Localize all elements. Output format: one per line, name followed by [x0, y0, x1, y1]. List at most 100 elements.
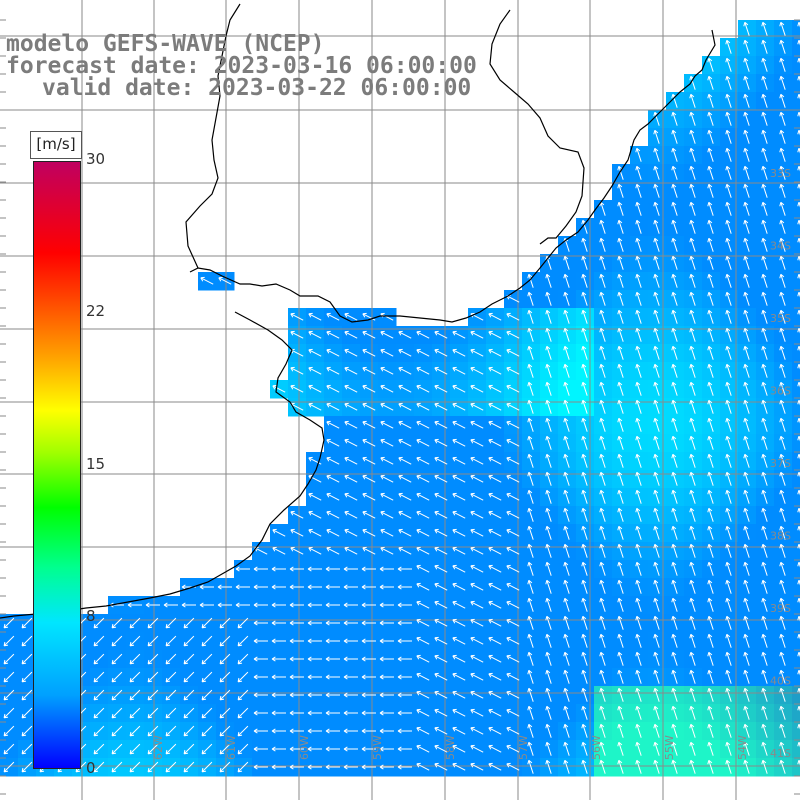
- wind-arrow: [761, 471, 768, 486]
- wind-arrow: [707, 93, 714, 108]
- wind-arrow: [308, 510, 322, 519]
- wind-arrow: [689, 561, 696, 576]
- wind-arrow: [599, 579, 606, 594]
- wind-arrow: [434, 456, 448, 465]
- wind-arrow: [325, 620, 340, 626]
- wind-arrow: [506, 636, 520, 645]
- wind-arrow: [761, 381, 768, 396]
- wind-arrow: [725, 309, 732, 324]
- wind-arrow: [671, 651, 678, 666]
- wind-arrow: [779, 561, 786, 576]
- wind-arrow: [488, 474, 502, 483]
- wind-arrow: [743, 255, 750, 270]
- wind-arrow: [380, 492, 394, 501]
- wind-arrow: [617, 219, 624, 234]
- wind-arrow: [416, 546, 430, 555]
- wind-arrow: [470, 690, 484, 699]
- wind-arrow: [237, 671, 249, 683]
- wind-arrow: [183, 743, 195, 755]
- wind-arrow: [635, 201, 642, 216]
- wind-arrow: [617, 345, 624, 360]
- wind-arrow: [201, 743, 213, 755]
- wind-arrow: [707, 75, 714, 90]
- colorbar-tick-30: 30: [86, 150, 106, 168]
- wind-arrow: [653, 561, 660, 576]
- wind-cell: [792, 308, 800, 327]
- wind-arrow: [581, 291, 588, 306]
- wind-arrow: [379, 620, 394, 626]
- wind-arrow: [635, 723, 642, 738]
- wind-arrow: [779, 651, 786, 666]
- wind-arrow: [545, 453, 552, 468]
- wind-cell: [792, 596, 800, 615]
- wind-arrow: [617, 723, 624, 738]
- wind-arrow: [707, 579, 714, 594]
- wind-arrow: [219, 617, 231, 629]
- lon-label: 57W: [517, 735, 530, 760]
- wind-arrow: [653, 453, 660, 468]
- wind-arrow: [3, 653, 15, 665]
- wind-arrow: [581, 507, 588, 522]
- wind-arrow: [289, 746, 304, 752]
- wind-arrow: [761, 129, 768, 144]
- wind-arrow: [617, 399, 624, 414]
- wind-arrow: [725, 291, 732, 306]
- lat-label: 36S: [770, 385, 791, 398]
- wind-arrow: [653, 759, 660, 774]
- wind-arrow: [434, 726, 448, 735]
- wind-arrow: [272, 528, 286, 537]
- wind-arrow: [743, 147, 750, 162]
- wind-arrow: [527, 687, 534, 702]
- wind-arrow: [307, 620, 322, 626]
- wind-arrow: [380, 348, 394, 357]
- wind-arrow: [743, 183, 750, 198]
- wind-arrow: [743, 579, 750, 594]
- wind-arrow: [779, 327, 786, 342]
- wind-arrow: [725, 327, 732, 342]
- wind-arrow: [743, 471, 750, 486]
- wind-arrow: [761, 723, 768, 738]
- wind-arrow: [452, 726, 466, 735]
- wind-arrow: [379, 602, 394, 608]
- wind-arrow: [617, 327, 624, 342]
- wind-cell: [792, 236, 800, 255]
- wind-cell: [792, 128, 800, 147]
- wind-arrow: [761, 363, 768, 378]
- wind-arrow: [434, 546, 448, 555]
- wind-arrow: [308, 546, 322, 555]
- wind-arrow: [653, 147, 660, 162]
- wind-arrow: [671, 363, 678, 378]
- wind-arrow: [452, 438, 466, 447]
- wind-arrow: [689, 615, 696, 630]
- wind-arrow: [653, 237, 660, 252]
- wind-arrow: [183, 761, 195, 773]
- wind-arrow: [344, 546, 358, 555]
- wind-arrow: [581, 453, 588, 468]
- wind-arrow: [671, 525, 678, 540]
- wind-arrow: [219, 743, 231, 755]
- wind-arrow: [779, 273, 786, 288]
- wind-arrow: [470, 438, 484, 447]
- wind-arrow: [563, 633, 570, 648]
- wind-arrow: [163, 602, 178, 608]
- wind-arrow: [761, 435, 768, 450]
- wind-arrow: [147, 743, 159, 755]
- wind-arrow: [343, 674, 358, 680]
- wind-arrow: [779, 543, 786, 558]
- wind-arrow: [452, 366, 466, 375]
- wind-arrow: [506, 438, 520, 447]
- wind-arrow: [343, 584, 358, 590]
- wind-arrow: [3, 689, 15, 701]
- wind-arrow: [253, 674, 268, 680]
- wind-arrow: [219, 635, 231, 647]
- wind-arrow: [689, 201, 696, 216]
- wind-arrow: [689, 453, 696, 468]
- wind-arrow: [599, 309, 606, 324]
- wind-arrow: [398, 510, 412, 519]
- wind-arrow: [344, 492, 358, 501]
- wind-arrow: [452, 348, 466, 357]
- wind-arrow: [725, 435, 732, 450]
- wind-arrow: [434, 762, 448, 771]
- wind-arrow: [470, 402, 484, 411]
- wind-arrow: [689, 741, 696, 756]
